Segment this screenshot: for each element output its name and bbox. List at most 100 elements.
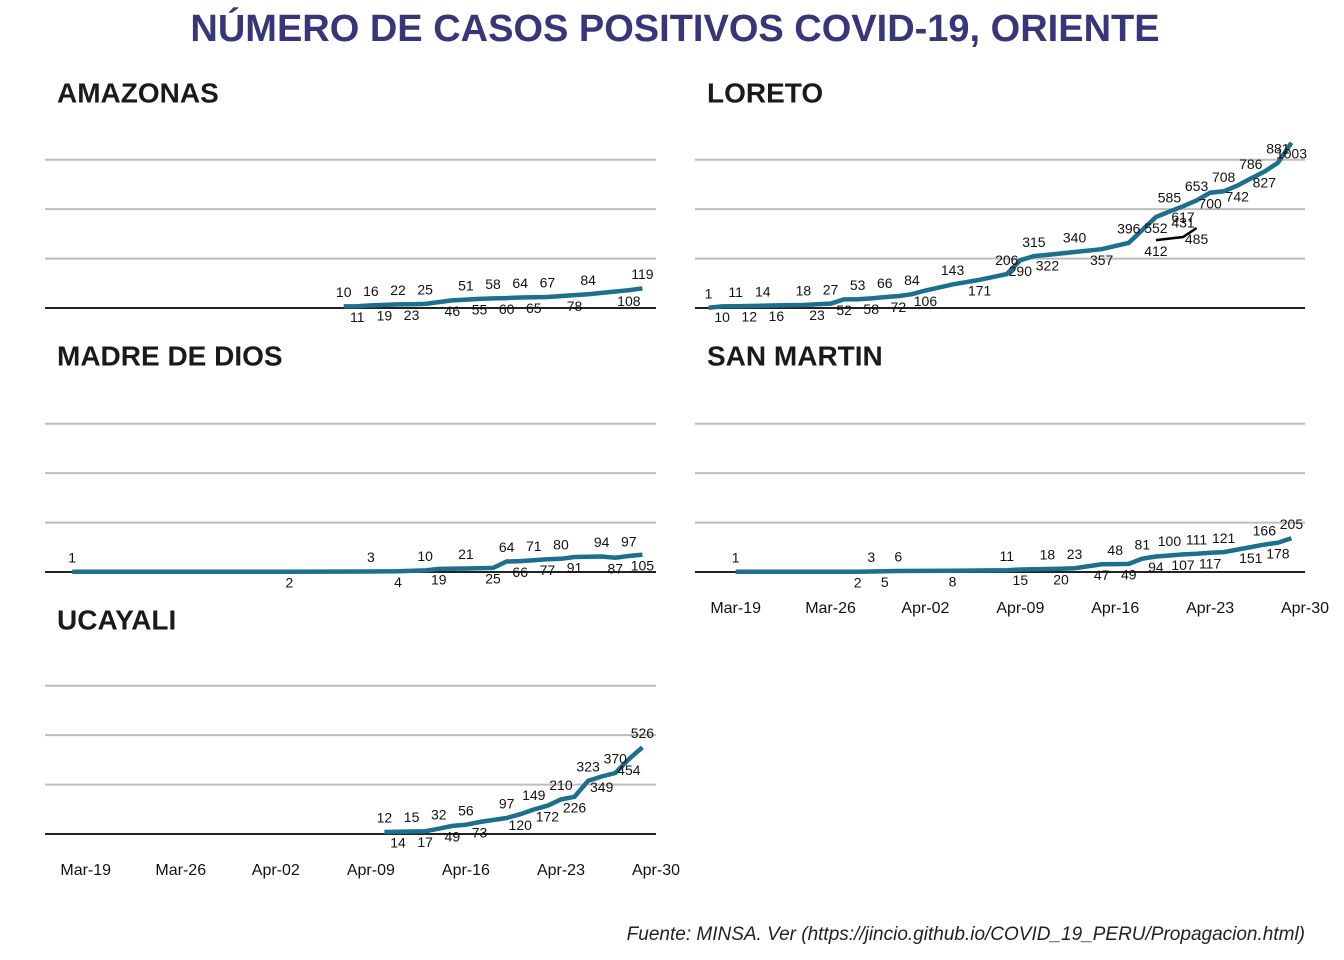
- data-label: 32: [431, 806, 447, 822]
- data-label: 105: [631, 557, 655, 573]
- data-label: 94: [594, 534, 610, 550]
- data-label: 206: [995, 252, 1019, 268]
- data-label: 108: [617, 293, 641, 309]
- data-label: 58: [485, 276, 501, 292]
- data-label: 80: [553, 537, 569, 553]
- data-label: 64: [499, 539, 515, 555]
- x-tick-label: Apr-02: [252, 862, 300, 879]
- data-label: 120: [509, 817, 533, 833]
- data-label: 25: [485, 571, 501, 587]
- data-label: 87: [607, 560, 623, 576]
- data-label: 100: [1158, 533, 1182, 549]
- page-title: NÚMERO DE CASOS POSITIVOS COVID-19, ORIE…: [190, 6, 1159, 50]
- data-label: 11: [1000, 548, 1015, 564]
- data-label: 48: [1107, 542, 1123, 558]
- data-label: 106: [914, 293, 938, 309]
- data-label: 1: [68, 550, 76, 566]
- data-label: 51: [458, 277, 474, 293]
- series-line: [72, 552, 643, 575]
- data-label: 653: [1185, 178, 1209, 194]
- data-label: 178: [1266, 545, 1290, 561]
- data-label: 121: [1212, 530, 1236, 546]
- data-label: 786: [1239, 156, 1263, 172]
- data-label: 8: [949, 573, 957, 589]
- data-label: 117: [1199, 555, 1222, 571]
- data-label: 4: [394, 574, 402, 590]
- data-label: 12: [741, 309, 757, 325]
- data-label: 56: [458, 802, 474, 818]
- data-label: 2: [854, 574, 862, 590]
- data-label: 23: [1067, 546, 1083, 562]
- data-label: 1: [705, 286, 713, 302]
- data-label: 84: [580, 272, 596, 288]
- data-label: 454: [617, 762, 641, 778]
- data-label: 357: [1090, 252, 1114, 268]
- source: Fuente: MINSA. Ver (https://jincio.githu…: [627, 924, 1305, 945]
- data-label: 708: [1212, 169, 1236, 185]
- data-label: 226: [563, 799, 587, 815]
- data-label: 22: [390, 282, 406, 298]
- series-line: [343, 286, 643, 309]
- data-label: 210: [549, 777, 573, 793]
- data-label: 97: [499, 796, 515, 812]
- data-label: 526: [631, 725, 655, 741]
- data-label: 340: [1063, 230, 1087, 246]
- data-label: 881: [1266, 141, 1290, 157]
- data-label: 149: [522, 787, 546, 803]
- data-label: 91: [567, 560, 583, 576]
- data-label: 78: [567, 298, 583, 314]
- data-label: 171: [968, 283, 992, 299]
- data-label: 323: [576, 758, 600, 774]
- data-label: 72: [891, 299, 907, 315]
- x-tick-label: Mar-19: [710, 600, 761, 617]
- x-tick-label: Apr-09: [347, 862, 395, 879]
- x-tick-label: Apr-16: [442, 862, 490, 879]
- data-label: 290: [1009, 263, 1033, 279]
- data-label: 111: [1186, 531, 1207, 547]
- data-label: 14: [390, 834, 406, 850]
- data-label: 2: [286, 574, 294, 590]
- data-label: 315: [1022, 234, 1046, 250]
- panel-title: MADRE DE DIOS: [57, 340, 283, 371]
- data-label: 77: [540, 562, 556, 578]
- data-label: 585: [1158, 189, 1182, 205]
- data-label: 21: [458, 546, 474, 562]
- data-label: 11: [350, 309, 365, 325]
- data-label: 18: [1040, 547, 1056, 563]
- data-label: 11: [728, 284, 743, 300]
- data-label: 49: [445, 829, 461, 845]
- data-label: 53: [850, 277, 866, 293]
- x-tick-label: Apr-23: [1186, 600, 1234, 617]
- series-line: [708, 141, 1294, 311]
- data-label: 81: [1135, 536, 1151, 552]
- panel-title: SAN MARTIN: [707, 340, 883, 371]
- data-label: 15: [404, 809, 420, 825]
- data-label: 151: [1239, 550, 1263, 566]
- data-label: 205: [1280, 516, 1304, 532]
- data-label: 700: [1198, 195, 1222, 211]
- data-label: 431: [1171, 215, 1195, 231]
- series-line: [384, 745, 644, 835]
- data-label: 71: [526, 538, 542, 554]
- x-tick-label: Mar-26: [805, 600, 856, 617]
- data-label: 66: [877, 275, 893, 291]
- data-label: 166: [1253, 522, 1277, 538]
- data-label: 349: [590, 779, 614, 795]
- data-label: 14: [755, 283, 771, 299]
- x-tick-label: Apr-30: [1281, 600, 1329, 617]
- data-label: 67: [540, 275, 556, 291]
- data-label: 12: [377, 810, 393, 826]
- data-label: 3: [867, 549, 875, 565]
- data-label: 617: [1171, 209, 1195, 225]
- panel-title: UCAYALI: [57, 604, 176, 635]
- panel-title: LORETO: [707, 77, 823, 108]
- data-label: 1: [732, 550, 740, 566]
- data-label: 27: [823, 281, 839, 297]
- data-label: 15: [1013, 572, 1029, 588]
- data-label: 60: [499, 301, 515, 317]
- data-label: 485: [1185, 231, 1209, 247]
- x-tick-label: Apr-16: [1091, 600, 1139, 617]
- data-label: 66: [512, 564, 528, 580]
- data-label: 58: [863, 301, 879, 317]
